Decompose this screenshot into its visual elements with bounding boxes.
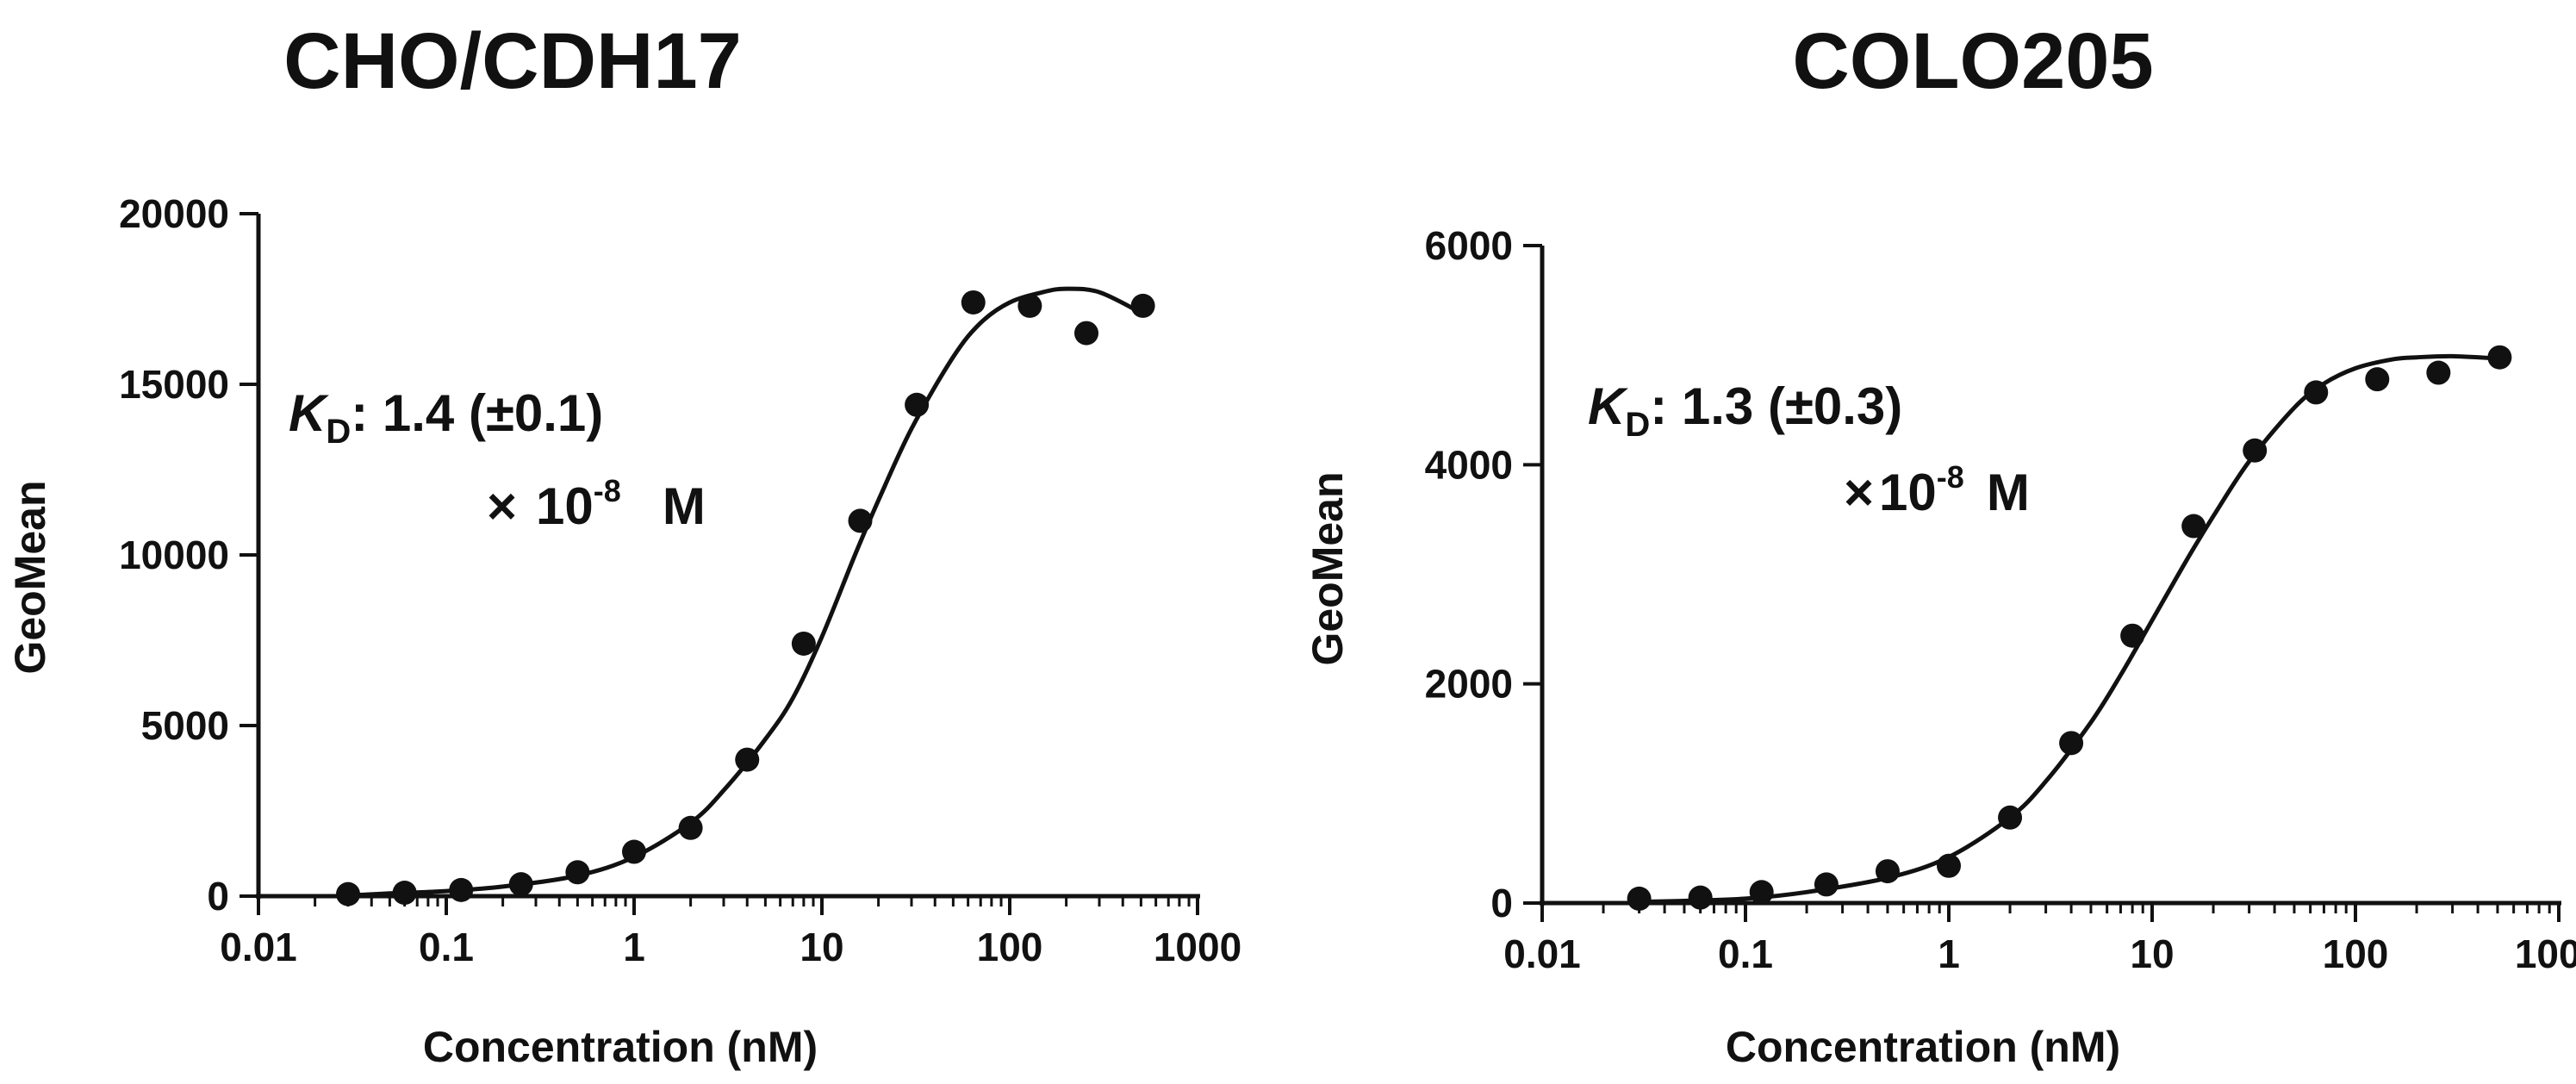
y-tick-label: 0 — [1490, 881, 1513, 925]
chart-colo205: COLO205 GeoMean Concentration (nM) 0.01 0… — [1304, 17, 2576, 1071]
chart-cho-cdh17: CHO/CDH17 GeoMean Concentration (nM) 0.0… — [6, 17, 1241, 1071]
data-point — [449, 877, 474, 902]
y-axis-label: GeoMean — [6, 480, 54, 674]
kd-base: 10 — [1879, 464, 1937, 521]
kd-times: × — [487, 477, 517, 535]
data-point — [336, 882, 361, 906]
kd-base: 10 — [536, 477, 594, 535]
data-point — [678, 815, 703, 840]
y-tick-label: 4000 — [1425, 442, 1513, 487]
y-tick-label: 6000 — [1425, 223, 1513, 268]
kd-annotation-line1: KD: 1.4 (±0.1) — [289, 384, 603, 451]
fit-curve — [1639, 353, 2498, 905]
fit-curve — [347, 286, 1142, 898]
kd-exponent: -8 — [594, 473, 621, 508]
x-tick-label: 1 — [1938, 931, 1960, 976]
x-tick-label: 100 — [977, 925, 1043, 969]
kd-k: K — [1588, 377, 1628, 435]
data-point — [622, 839, 646, 864]
kd-exponent: -8 — [1937, 459, 1964, 495]
kd-annotation-line2: × 10-8 M — [1844, 459, 2030, 521]
data-point — [1814, 872, 1839, 897]
data-point — [1937, 853, 1961, 878]
y-axis-title: GeoMean — [6, 480, 54, 674]
data-point — [791, 631, 816, 656]
x-tick-label: 1 — [623, 925, 645, 969]
data-point — [2243, 438, 2268, 463]
kd-value: : 1.3 (±0.3) — [1650, 377, 1902, 435]
data-point — [2059, 731, 2084, 756]
x-tick-label: 0.01 — [220, 925, 297, 969]
kd-unit: M — [1987, 464, 2030, 521]
kd-value: : 1.4 (±0.1) — [351, 384, 603, 442]
y-tick-label: 0 — [207, 874, 229, 919]
y-tick-label: 20000 — [119, 191, 229, 236]
data-point — [1688, 885, 1713, 910]
x-tick-label: 1000 — [2515, 931, 2576, 976]
x-tick-label: 0.1 — [419, 925, 474, 969]
data-point — [2426, 360, 2451, 385]
y-axis-label: GeoMean — [1304, 471, 1352, 665]
data-point — [565, 860, 590, 885]
x-axis-label: Concentration (nM) — [423, 1023, 818, 1071]
kd-unit: M — [663, 477, 706, 535]
data-point — [735, 747, 760, 772]
data-point — [2120, 623, 2145, 648]
data-point — [905, 392, 930, 417]
data-point — [2304, 380, 2329, 405]
y-axis-title: GeoMean — [1304, 471, 1352, 665]
x-tick-label: 10 — [2130, 931, 2174, 976]
x-tick-label: 10 — [800, 925, 843, 969]
y-tick-label: 10000 — [119, 533, 229, 577]
chart-title: COLO205 — [1792, 17, 2153, 105]
data-point — [508, 872, 533, 897]
data-point — [848, 508, 873, 533]
kd-annotation-line1: KD: 1.3 (±0.3) — [1588, 377, 1902, 444]
data-point — [1749, 880, 1774, 905]
kd-k: K — [289, 384, 329, 442]
y-tick-label: 15000 — [119, 362, 229, 407]
x-tick-label: 1000 — [1154, 925, 1241, 969]
data-point — [1017, 293, 1042, 318]
y-tick-label: 2000 — [1425, 662, 1513, 707]
y-tick-label: 5000 — [141, 703, 229, 748]
data-point — [1130, 293, 1155, 318]
data-point — [2365, 367, 2390, 392]
data-point — [1627, 886, 1652, 911]
x-tick-label: 0.01 — [1503, 931, 1581, 976]
data-point — [1073, 321, 1098, 346]
kd-subscript: D — [1625, 406, 1650, 444]
data-point — [392, 881, 417, 906]
kd-annotation-line2: × 10-8 M — [487, 473, 706, 535]
x-axis-label: Concentration (nM) — [1726, 1023, 2120, 1071]
kd-times: × — [1844, 464, 1874, 521]
chart-title: CHO/CDH17 — [283, 17, 742, 105]
x-tick-label: 0.1 — [1718, 931, 1773, 976]
data-point — [2181, 514, 2206, 539]
plot-area: 0.01 0.1 1 10 100 1000 0 2000 4000 6000 — [1425, 223, 2576, 976]
kd-subscript: D — [326, 413, 351, 451]
data-point — [2487, 345, 2512, 370]
data-point — [1875, 859, 1900, 884]
x-tick-label: 100 — [2323, 931, 2389, 976]
data-point — [1998, 805, 2023, 830]
data-point — [961, 290, 986, 315]
